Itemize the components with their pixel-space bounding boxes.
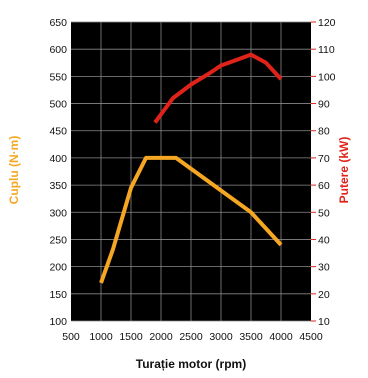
y-left-tick-label: 450: [49, 126, 67, 138]
y-right-tick-label: 110: [318, 44, 335, 56]
x-tick-label: 2000: [149, 331, 173, 343]
x-tick-label: 2500: [179, 331, 203, 343]
x-tick-label: 4500: [299, 331, 323, 343]
y-right-tick-label: 60: [318, 180, 330, 192]
x-tick-label: 3000: [209, 331, 233, 343]
power-series-line: [153, 52, 283, 124]
y-right-tick-label: 80: [318, 126, 330, 138]
y-left-tick-label: 650: [49, 17, 67, 29]
y-left-axis-title: Cuplu (N·m): [7, 136, 21, 205]
y-right-tick-label: 70: [318, 153, 330, 165]
x-tick-label: 4000: [269, 331, 293, 343]
y-left-tick-label: 150: [49, 289, 67, 301]
y-left-tick-label: 100: [49, 316, 67, 328]
x-tick-label: 1500: [119, 331, 143, 343]
tick-labels: 100 150 200 250 300 350 400 450 500 550 600 650 10 20…: [49, 17, 335, 343]
y-right-tick-label: 10: [318, 316, 330, 328]
y-left-tick-label: 300: [49, 207, 67, 219]
y-right-tick-label: 40: [318, 234, 330, 246]
y-right-tick-label: 120: [318, 17, 336, 29]
y-right-tick-label: 20: [318, 289, 330, 301]
x-axis-title: Turație motor (rpm): [136, 357, 246, 371]
y-right-tick-label: 50: [318, 207, 330, 219]
y-left-tick-label: 200: [49, 262, 67, 274]
x-tick-label: 1000: [89, 331, 113, 343]
y-left-tick-label: 550: [49, 71, 67, 83]
y-right-axis-title: Putere (kW): [337, 137, 351, 204]
y-left-tick-label: 250: [49, 234, 67, 246]
grid-lines: [71, 21, 311, 322]
y-right-tick-label: 30: [318, 262, 330, 274]
series-lines: [99, 52, 283, 284]
y-left-tick-label: 600: [49, 44, 67, 56]
y-left-tick-label: 350: [49, 180, 67, 192]
y-right-tick-label: 90: [318, 99, 330, 111]
y-right-tick-label: 100: [318, 71, 336, 83]
torque-series-line: [99, 155, 283, 284]
x-tick-label: 3500: [239, 331, 263, 343]
y-left-tick-label: 500: [49, 99, 67, 111]
y-left-tick-label: 400: [49, 153, 67, 165]
x-tick-label: 500: [62, 331, 80, 343]
